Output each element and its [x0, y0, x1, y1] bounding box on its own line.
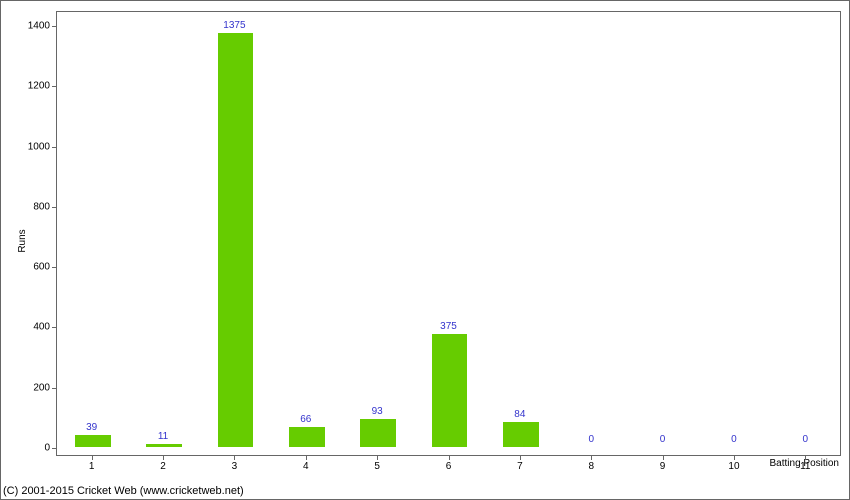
bar-value-label: 375: [440, 321, 457, 332]
x-tick-mark: [377, 456, 378, 460]
chart-bar: [218, 33, 254, 447]
x-tick-label: 10: [728, 461, 739, 472]
bar-value-label: 93: [372, 406, 383, 417]
x-tick-label: 7: [517, 461, 523, 472]
y-tick-mark: [52, 26, 56, 27]
chart-bar: [360, 419, 396, 447]
x-tick-label: 8: [588, 461, 594, 472]
x-tick-mark: [306, 456, 307, 460]
chart-bar: [503, 422, 539, 447]
bar-value-label: 0: [660, 434, 666, 445]
x-tick-label: 1: [89, 461, 95, 472]
chart-bar: [289, 427, 325, 447]
copyright-text: (C) 2001-2015 Cricket Web (www.cricketwe…: [3, 485, 244, 497]
y-tick-label: 1200: [28, 81, 50, 92]
y-tick-mark: [52, 147, 56, 148]
y-tick-label: 800: [33, 201, 50, 212]
y-tick-mark: [52, 86, 56, 87]
y-tick-label: 1400: [28, 21, 50, 32]
y-tick-mark: [52, 207, 56, 208]
bar-value-label: 1375: [223, 20, 245, 31]
bar-value-label: 0: [588, 434, 594, 445]
bar-value-label: 84: [514, 409, 525, 420]
x-tick-mark: [234, 456, 235, 460]
chart-bar: [432, 334, 468, 447]
plot-area: [56, 11, 841, 456]
x-tick-label: 6: [446, 461, 452, 472]
x-tick-label: 2: [160, 461, 166, 472]
x-tick-mark: [805, 456, 806, 460]
x-tick-mark: [734, 456, 735, 460]
bar-value-label: 11: [158, 431, 168, 442]
x-tick-mark: [163, 456, 164, 460]
y-tick-label: 400: [33, 322, 50, 333]
y-tick-label: 1000: [28, 141, 50, 152]
y-tick-mark: [52, 388, 56, 389]
y-tick-mark: [52, 448, 56, 449]
x-tick-label: 9: [660, 461, 666, 472]
y-tick-mark: [52, 267, 56, 268]
bar-value-label: 66: [300, 414, 311, 425]
x-tick-label: 11: [800, 461, 810, 472]
bar-value-label: 39: [86, 422, 97, 433]
bar-value-label: 0: [803, 434, 809, 445]
x-tick-mark: [449, 456, 450, 460]
y-tick-label: 600: [33, 262, 50, 273]
x-tick-label: 4: [303, 461, 309, 472]
x-tick-mark: [92, 456, 93, 460]
x-tick-mark: [591, 456, 592, 460]
x-tick-label: 3: [232, 461, 238, 472]
y-tick-mark: [52, 327, 56, 328]
chart-bar: [75, 435, 111, 447]
y-tick-label: 0: [44, 443, 50, 454]
y-axis-label: Runs: [17, 229, 28, 252]
bar-value-label: 0: [731, 434, 737, 445]
x-tick-mark: [520, 456, 521, 460]
x-tick-mark: [663, 456, 664, 460]
y-tick-label: 200: [33, 382, 50, 393]
x-tick-label: 5: [374, 461, 380, 472]
chart-container: Runs Batting Position 020040060080010001…: [56, 11, 841, 471]
chart-bar: [146, 444, 182, 447]
